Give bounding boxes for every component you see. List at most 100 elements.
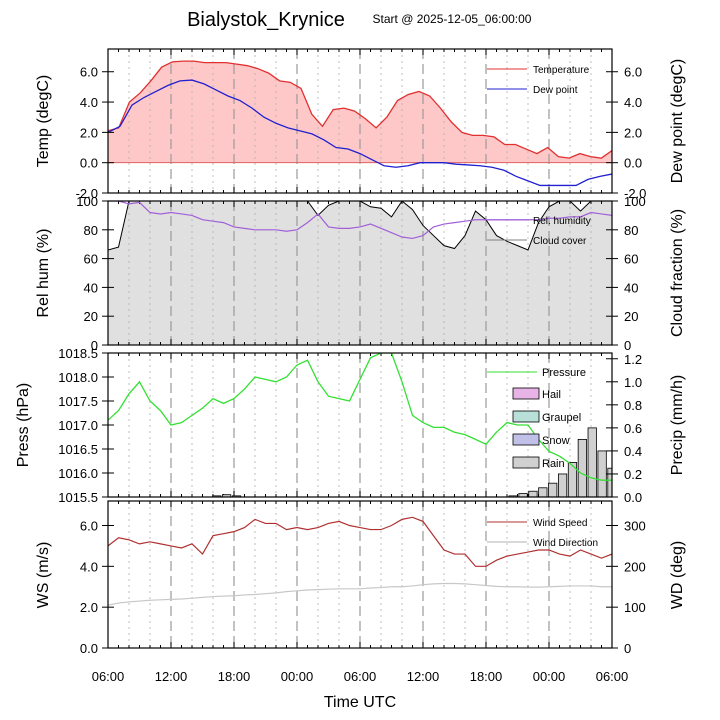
rain-bar [587, 427, 597, 497]
wind-speed-line [108, 516, 612, 567]
cloud-cover-line [108, 201, 612, 251]
temp-tick-label: -2.0 [76, 186, 98, 201]
start-time-label: Start @ 2025-12-05_06:00:00 [373, 12, 532, 26]
winddir-tick-label: 300 [624, 519, 646, 534]
pressure-tick-label: 1018.5 [58, 346, 98, 361]
legend-windspeed-label: Wind Speed [533, 518, 587, 529]
windspeed-tick-label: 0.0 [80, 641, 98, 656]
legend-rain-swatch [512, 456, 540, 469]
temperature-line [108, 60, 612, 159]
dewpoint-line [108, 79, 612, 187]
rain-bar [597, 450, 607, 497]
temp-tick-label: 2.0 [80, 125, 98, 140]
cloud-axis-label: Cloud fraction (%) [669, 209, 686, 337]
dewpoint-tick-label: 0.0 [624, 156, 642, 171]
relhum-tick-label: 60 [84, 252, 98, 267]
relhum-tick-label: 100 [76, 194, 98, 209]
precip-tick-label: 1.0 [624, 375, 642, 390]
relhum-axis-label: Rel hum (%) [35, 229, 52, 318]
windspeed-tick-label: 6.0 [80, 519, 98, 534]
precip-tick-label: 1.2 [624, 352, 642, 367]
rain-bar [567, 462, 578, 497]
rain-bar [528, 490, 538, 497]
x-tick-label: 00:00 [533, 669, 566, 684]
x-tick-label: 18:00 [470, 669, 503, 684]
cloud-tick-label: 40 [624, 280, 638, 295]
pressure-tick-label: 1017.0 [58, 418, 98, 433]
precip-tick-label: 0.8 [624, 398, 642, 413]
windspeed-tick-label: 4.0 [80, 559, 98, 574]
panel-border [107, 48, 613, 194]
legend-relhum-label: Rel. humidity [533, 216, 591, 227]
temperature-panel: -2.0 0.0 2.0 4.0 6.0 -2.0 0.0 2.0 4.0 6.0 Temperat… [76, 48, 646, 201]
x-tick-label: 18:00 [218, 669, 251, 684]
legend-snow-swatch [512, 433, 540, 446]
wind-plot [108, 501, 612, 648]
rel-humidity-line [108, 201, 612, 240]
dewpoint-tick-label: -2.0 [624, 186, 646, 201]
rain-bar [548, 482, 558, 497]
pressure-tick-label: 1015.5 [58, 490, 98, 505]
x-tick-label: 00:00 [281, 669, 314, 684]
winddir-tick-label: 200 [624, 559, 646, 574]
rain-bar [221, 494, 232, 497]
cloud-tick-label: 80 [624, 223, 638, 238]
x-tick-label: 06:00 [596, 669, 629, 684]
wind-panel: 0.0 2.0 4.0 6.0 0 100 200 300 Wind Speed Wind Dir… [80, 500, 646, 656]
legend-pressure-label: Pressure [542, 367, 586, 379]
pressure-tick-label: 1017.5 [58, 394, 98, 409]
legend-cloud-label: Cloud cover [533, 236, 587, 247]
panel-border [107, 500, 613, 649]
winddir-tick-label: 0 [624, 641, 631, 656]
windspeed-axis-label: WS (m/s) [35, 542, 52, 609]
winddir-axis-label: WD (deg) [669, 541, 686, 609]
temp-axis-label: Temp (degC) [35, 75, 52, 167]
pressure-tick-label: 1016.0 [58, 466, 98, 481]
temp-tick-label: 6.0 [80, 65, 98, 80]
pressure-tick-label: 1018.0 [58, 370, 98, 385]
legend-hail-label: Hail [542, 389, 561, 401]
dewpoint-axis-label: Dew point (degC) [669, 59, 686, 184]
humidity-plot [108, 201, 612, 345]
relhum-tick-label: 20 [84, 309, 98, 324]
temp-tick-label: 4.0 [80, 95, 98, 110]
humidity-panel: 0 20 40 60 80 100 0 20 40 60 80 100 Rel. humidity Clo… [76, 194, 645, 353]
pressure-line [108, 353, 612, 481]
cloud-tick-label: 0 [624, 338, 631, 353]
dewpoint-tick-label: 6.0 [624, 65, 642, 80]
x-tick-label: 06:00 [344, 669, 377, 684]
cloud-tick-label: 100 [624, 194, 646, 209]
pressure-panel: 1015.5 1016.0 1016.5 1017.0 1017.5 1018.0 1018… [58, 346, 642, 505]
legend-snow-label: Snow [542, 435, 570, 447]
x-tick-label: 06:00 [92, 669, 125, 684]
x-tick-label: 12:00 [155, 669, 188, 684]
legend-rain-label: Rain [542, 458, 565, 470]
cloud-tick-label: 20 [624, 309, 638, 324]
rain-bar [577, 438, 587, 497]
cloud-tick-label: 60 [624, 252, 638, 267]
legend-hail-swatch [512, 387, 540, 400]
wind-direction-line [108, 582, 612, 606]
legend-graupel-label: Graupel [542, 412, 581, 424]
pressure-tick-label: 1016.5 [58, 442, 98, 457]
legend-temperature-label: Temperature [533, 65, 590, 76]
rain-bar [538, 487, 548, 497]
relhum-tick-label: 80 [84, 223, 98, 238]
relhum-tick-label: 0 [91, 338, 98, 353]
chart-title: Bialystok_Krynice [187, 9, 345, 31]
pressure-axis-label: Press (hPa) [15, 383, 32, 467]
relhum-tick-label: 40 [84, 280, 98, 295]
precip-tick-label: 0.6 [624, 421, 642, 436]
rain-bar [518, 493, 528, 497]
precip-tick-label: 0.2 [624, 467, 642, 482]
windspeed-tick-label: 2.0 [80, 600, 98, 615]
winddir-tick-label: 100 [624, 600, 646, 615]
precip-axis-label: Precip (mm/h) [669, 375, 686, 475]
legend-dewpoint-label: Dew point [533, 85, 578, 96]
temp-tick-label: 0.0 [80, 156, 98, 171]
rain-bar [557, 473, 568, 497]
legend-winddir-label: Wind Direction [533, 538, 598, 549]
x-axis: 06:00 12:00 18:00 00:00 06:00 12:00 18:00 00:00… [92, 669, 629, 684]
precip-tick-label: 0.4 [624, 444, 642, 459]
